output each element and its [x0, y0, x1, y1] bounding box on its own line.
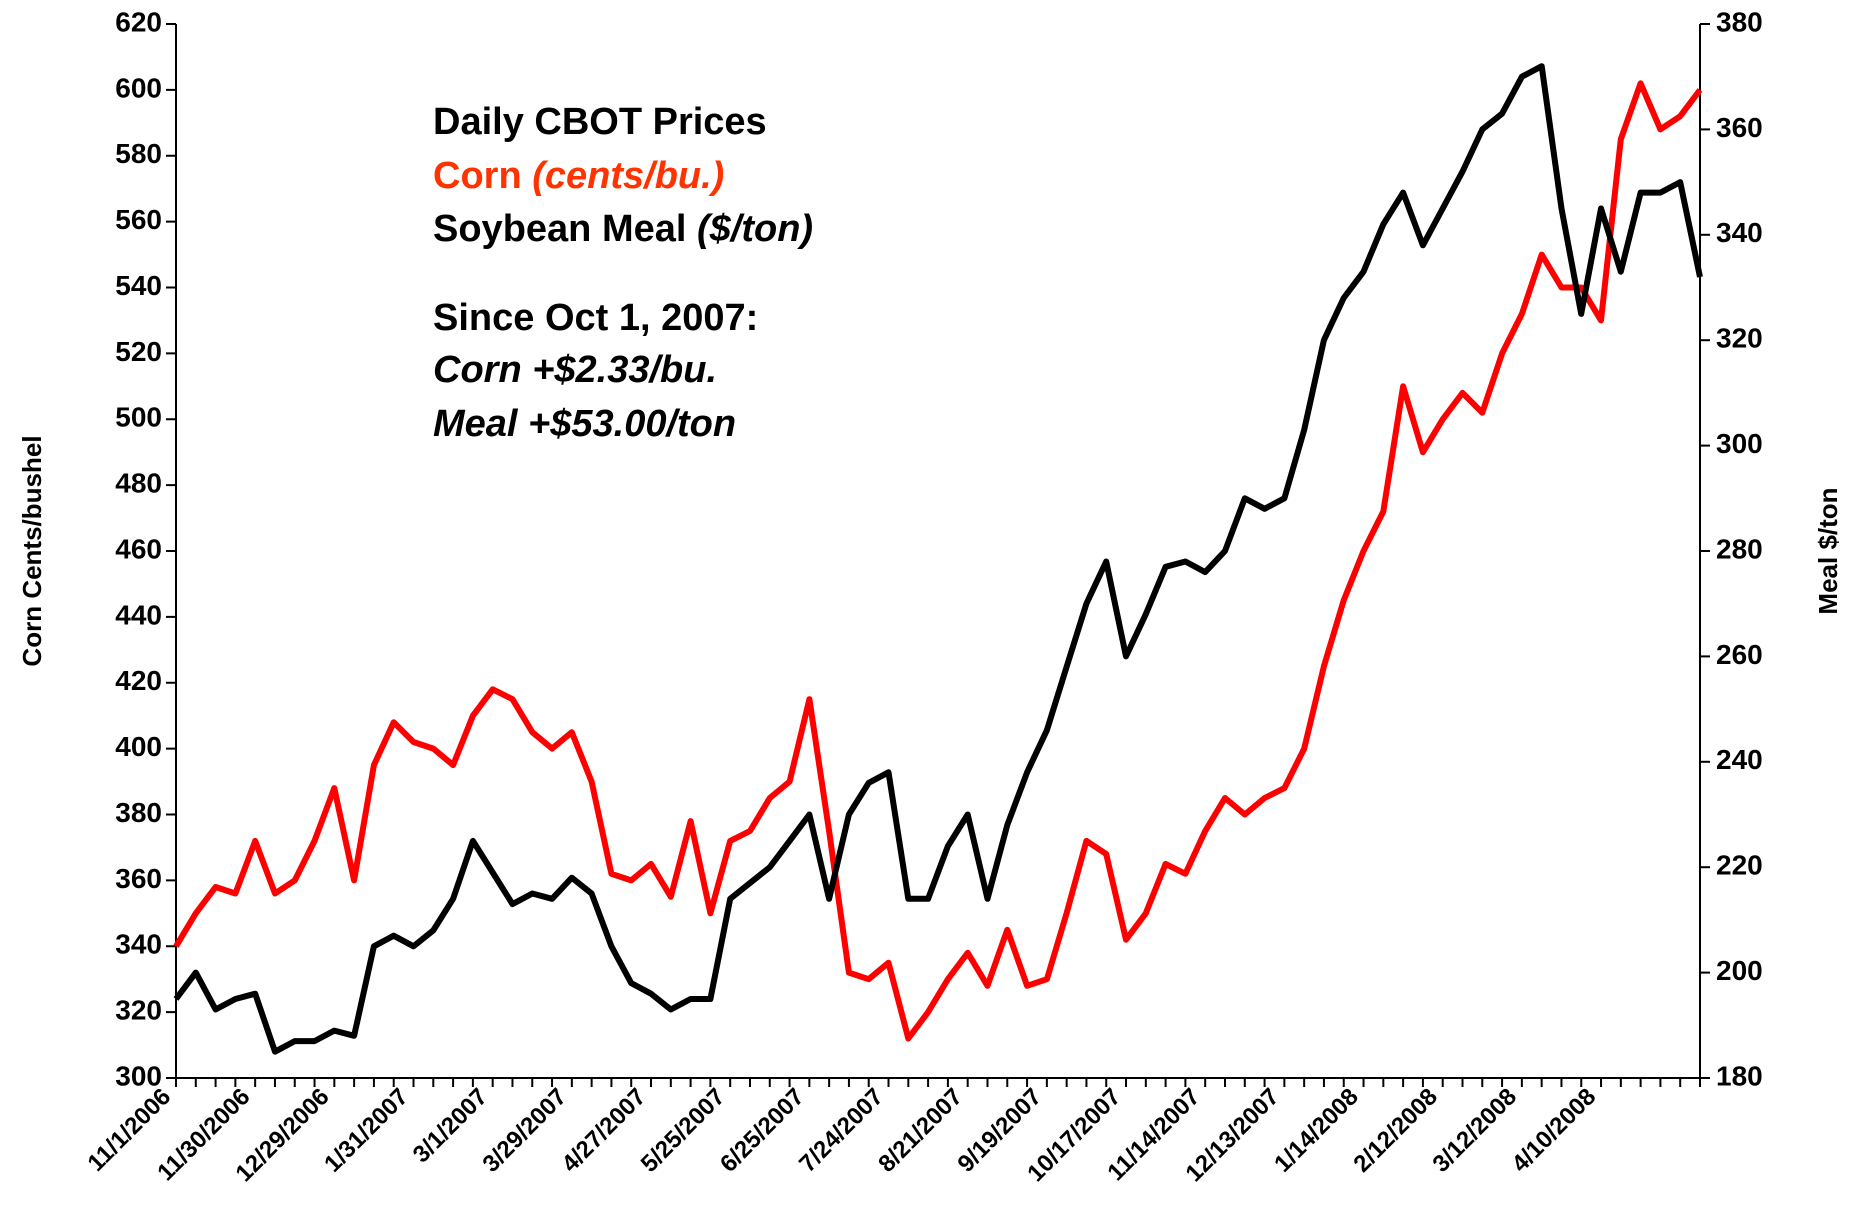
- y2-tick-label: 380: [1716, 6, 1763, 37]
- x-tick-label: 3/29/2007: [477, 1083, 572, 1178]
- y-tick-label: 480: [115, 468, 162, 499]
- x-tick-label: 6/25/2007: [715, 1083, 810, 1178]
- y2-axis-title: Meal $/ton: [1813, 487, 1843, 614]
- x-tick-label: 8/21/2007: [873, 1083, 968, 1178]
- y-tick-label: 360: [115, 863, 162, 894]
- y-tick-label: 340: [115, 929, 162, 960]
- series-line: [173, 80, 1703, 1042]
- y-tick-label: 520: [115, 336, 162, 367]
- legend-unit: ($/ton): [697, 208, 813, 250]
- y2-tick-label: 320: [1716, 323, 1763, 354]
- y2-tick-label: 220: [1716, 850, 1763, 881]
- y2-tick-label: 180: [1716, 1060, 1763, 1091]
- series-line: [173, 63, 1703, 1055]
- y-tick-label: 440: [115, 599, 162, 630]
- x-tick-label: 4/27/2007: [557, 1083, 652, 1178]
- annotation: Meal +$53.00/ton: [433, 403, 736, 445]
- y2-tick-label: 280: [1716, 533, 1763, 564]
- legend-entry: Corn (cents/bu.): [433, 155, 724, 197]
- x-tick-label: 1/31/2007: [319, 1083, 414, 1178]
- y-tick-label: 320: [115, 995, 162, 1026]
- y2-tick-label: 240: [1716, 744, 1763, 775]
- y-tick-label: 620: [115, 6, 162, 37]
- legend-entry: Soybean Meal ($/ton): [433, 208, 813, 250]
- x-tick-label: 5/25/2007: [636, 1083, 731, 1178]
- y-tick-label: 560: [115, 204, 162, 235]
- y2-tick-label: 360: [1716, 112, 1763, 143]
- x-tick-label: 1/14/2008: [1269, 1083, 1364, 1178]
- y2-tick-label: 340: [1716, 217, 1763, 248]
- legend-name: Soybean Meal: [433, 208, 686, 250]
- x-tick-label: 2/12/2008: [1348, 1083, 1443, 1178]
- x-tick-label: 3/12/2008: [1428, 1083, 1523, 1178]
- y-tick-label: 300: [115, 1060, 162, 1091]
- legend-unit: (cents/bu.): [532, 155, 724, 197]
- x-tick-label: 7/24/2007: [794, 1083, 889, 1178]
- y-tick-label: 500: [115, 402, 162, 433]
- y-tick-label: 460: [115, 533, 162, 564]
- y-tick-label: 420: [115, 665, 162, 696]
- legend-name: Corn: [433, 155, 522, 197]
- y-tick-label: 600: [115, 72, 162, 103]
- annotation: Since Oct 1, 2007:: [433, 297, 758, 339]
- y2-tick-label: 200: [1716, 955, 1763, 986]
- y2-tick-label: 260: [1716, 639, 1763, 670]
- x-tick-label: 4/10/2008: [1507, 1083, 1602, 1178]
- y-tick-label: 380: [115, 797, 162, 828]
- notes: Daily CBOT Prices Corn (cents/bu.) Soybe…: [433, 101, 813, 445]
- y2-tick-label: 300: [1716, 428, 1763, 459]
- y-axis-title: Corn Cents/bushel: [17, 435, 47, 666]
- annotation: Corn +$2.33/bu.: [433, 349, 717, 391]
- chart-title: Daily CBOT Prices: [433, 101, 767, 143]
- y-tick-label: 540: [115, 270, 162, 301]
- y-tick-label: 400: [115, 731, 162, 762]
- y-tick-label: 580: [115, 138, 162, 169]
